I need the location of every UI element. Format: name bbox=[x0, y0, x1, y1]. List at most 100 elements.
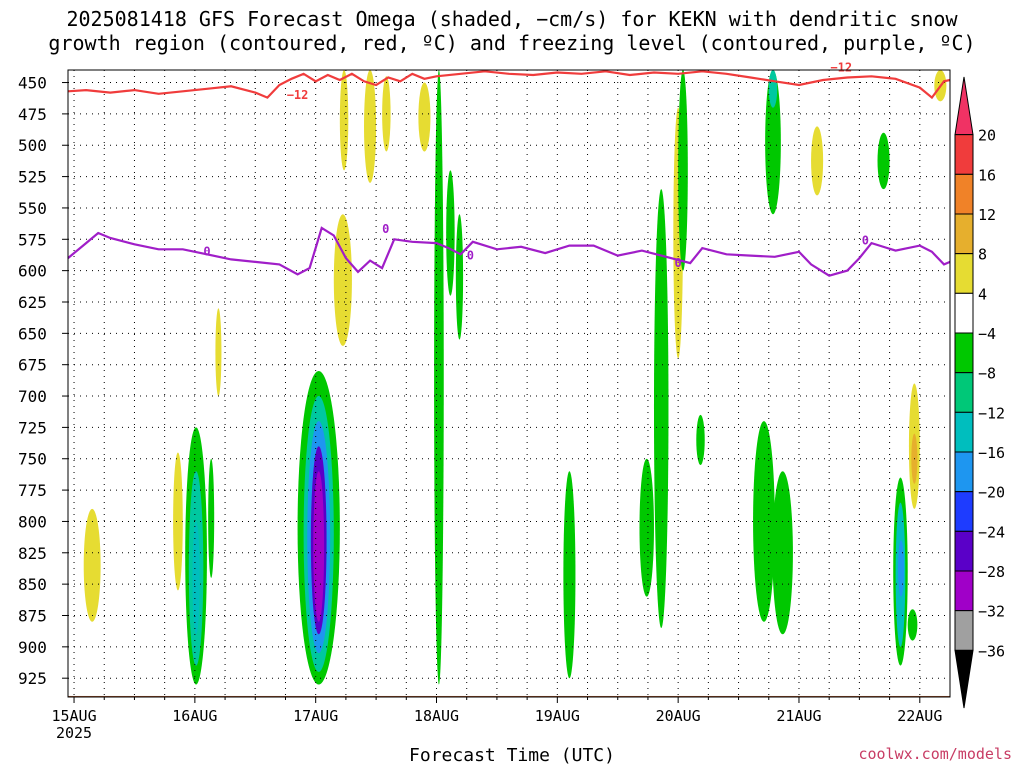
x-tick-label: 15AUG bbox=[51, 707, 96, 725]
omega-region-15 bbox=[364, 70, 377, 183]
x-tick-label: 19AUG bbox=[535, 707, 580, 725]
x-tick-label: 17AUG bbox=[293, 707, 338, 725]
dgz-contour-label: −12 bbox=[830, 60, 852, 74]
omega-region-20 bbox=[455, 214, 464, 340]
colorbar-label: −8 bbox=[978, 365, 996, 383]
omega-region-32 bbox=[877, 132, 890, 190]
omega-region-5 bbox=[208, 458, 215, 578]
freezing-level-label: 0 bbox=[382, 222, 389, 236]
colorbar-box bbox=[954, 372, 974, 413]
y-tick-label: 750 bbox=[18, 450, 47, 469]
y-tick-label: 600 bbox=[18, 262, 47, 281]
y-tick-label: 450 bbox=[18, 74, 47, 93]
omega-region-19 bbox=[446, 170, 455, 296]
freezing-level-label: 0 bbox=[862, 233, 869, 247]
colorbar-label: −12 bbox=[978, 404, 1005, 422]
omega-region-31 bbox=[811, 126, 824, 196]
y-tick-label: 850 bbox=[18, 575, 47, 594]
omega-region-23 bbox=[653, 189, 669, 629]
ground-layer bbox=[68, 695, 950, 697]
chart-title-line-2: growth region (contoured, red, ºC) and f… bbox=[48, 31, 976, 55]
colorbar-box bbox=[954, 332, 974, 374]
y-tick-label: 825 bbox=[18, 544, 47, 563]
omega-region-1 bbox=[173, 452, 183, 591]
x-tick-label: 18AUG bbox=[414, 707, 459, 725]
y-tick-label: 875 bbox=[18, 606, 47, 625]
colorbar-box bbox=[954, 570, 974, 612]
y-tick-label: 575 bbox=[18, 230, 47, 249]
omega-region-13 bbox=[333, 214, 352, 346]
y-axis: 450 475 500 525 550 575 600 625 650 675 700 725 750 7… bbox=[18, 74, 68, 688]
x-tick-label: 21AUG bbox=[776, 707, 821, 725]
freezing-level-label: 0 bbox=[203, 245, 210, 259]
colorbar: 20 16 12 8 4 −4 −8 −12 −16 −20 −24 −28 −32 −36 bbox=[954, 76, 1005, 709]
y-tick-label: 725 bbox=[18, 418, 47, 437]
colorbar-label: −16 bbox=[978, 444, 1005, 462]
omega-region-4 bbox=[192, 521, 200, 635]
omega-region-25 bbox=[678, 70, 688, 271]
colorbar-label: −32 bbox=[978, 603, 1005, 621]
omega-region-18 bbox=[434, 70, 444, 685]
freezing-level-line bbox=[67, 226, 951, 277]
colorbar-box bbox=[954, 213, 974, 255]
colorbar-box bbox=[954, 530, 974, 572]
colorbar-label: 16 bbox=[978, 166, 996, 184]
x-tick-label: 22AUG bbox=[897, 707, 942, 725]
omega-region-12 bbox=[315, 508, 322, 597]
y-tick-label: 550 bbox=[18, 199, 47, 218]
y-tick-label: 525 bbox=[18, 168, 47, 187]
y-tick-label: 500 bbox=[18, 136, 47, 155]
colorbar-label: −20 bbox=[978, 484, 1005, 502]
colorbar-box bbox=[954, 292, 974, 334]
colorbar-label: 4 bbox=[978, 285, 987, 303]
x-tick-label: 20AUG bbox=[656, 707, 701, 725]
colorbar-bottom-arrow bbox=[954, 649, 974, 709]
y-tick-label: 775 bbox=[18, 481, 47, 500]
colorbar-box bbox=[954, 451, 974, 493]
colorbar-box bbox=[954, 173, 974, 215]
colorbar-label: −24 bbox=[978, 523, 1005, 541]
contour-lines: −12 −12 0 0 0 0 0 bbox=[67, 60, 951, 277]
credit-text: coolwx.com/models bbox=[858, 745, 1012, 763]
freezing-level-label: 0 bbox=[467, 248, 474, 262]
colorbar-label: −28 bbox=[978, 563, 1005, 581]
colorbar-label: 12 bbox=[978, 206, 996, 224]
chart-title-line-1: 2025081418 GFS Forecast Omega (shaded, −… bbox=[66, 7, 958, 31]
colorbar-box bbox=[954, 491, 974, 532]
colorbar-label: 8 bbox=[978, 246, 987, 264]
y-tick-label: 675 bbox=[18, 356, 47, 375]
omega-region-27 bbox=[753, 421, 775, 622]
y-tick-label: 900 bbox=[18, 638, 47, 657]
colorbar-box bbox=[954, 610, 974, 651]
y-tick-label: 925 bbox=[18, 669, 47, 688]
x-axis-label: Forecast Time (UTC) bbox=[409, 745, 615, 766]
colorbar-label: −36 bbox=[978, 642, 1005, 660]
freezing-level-label: 0 bbox=[675, 256, 682, 270]
colorbar-box bbox=[954, 411, 974, 453]
y-tick-label: 625 bbox=[18, 293, 47, 312]
omega-region-35 bbox=[898, 540, 905, 597]
colorbar-label: 20 bbox=[978, 127, 996, 145]
dgz-contour-line bbox=[67, 70, 951, 100]
x-tick-sublabel: 2025 bbox=[56, 724, 92, 742]
omega-region-21 bbox=[563, 471, 576, 679]
omega-region-22 bbox=[639, 458, 654, 597]
omega-region-6 bbox=[215, 308, 222, 397]
omega-region-14 bbox=[339, 70, 349, 171]
y-tick-label: 800 bbox=[18, 512, 47, 531]
colorbar-box bbox=[954, 253, 974, 294]
omega-region-0 bbox=[83, 508, 101, 622]
ground-fill bbox=[68, 695, 950, 697]
omega-shading bbox=[83, 69, 947, 685]
omega-region-26 bbox=[696, 414, 705, 466]
colorbar-label: −4 bbox=[978, 325, 996, 343]
omega-region-30 bbox=[768, 70, 778, 108]
grid-lines bbox=[68, 70, 950, 697]
omega-region-17 bbox=[418, 82, 431, 152]
omega-region-36 bbox=[907, 609, 918, 641]
plot-frame bbox=[67, 69, 951, 698]
colorbar-box bbox=[954, 134, 974, 175]
x-tick-label: 16AUG bbox=[172, 707, 217, 725]
